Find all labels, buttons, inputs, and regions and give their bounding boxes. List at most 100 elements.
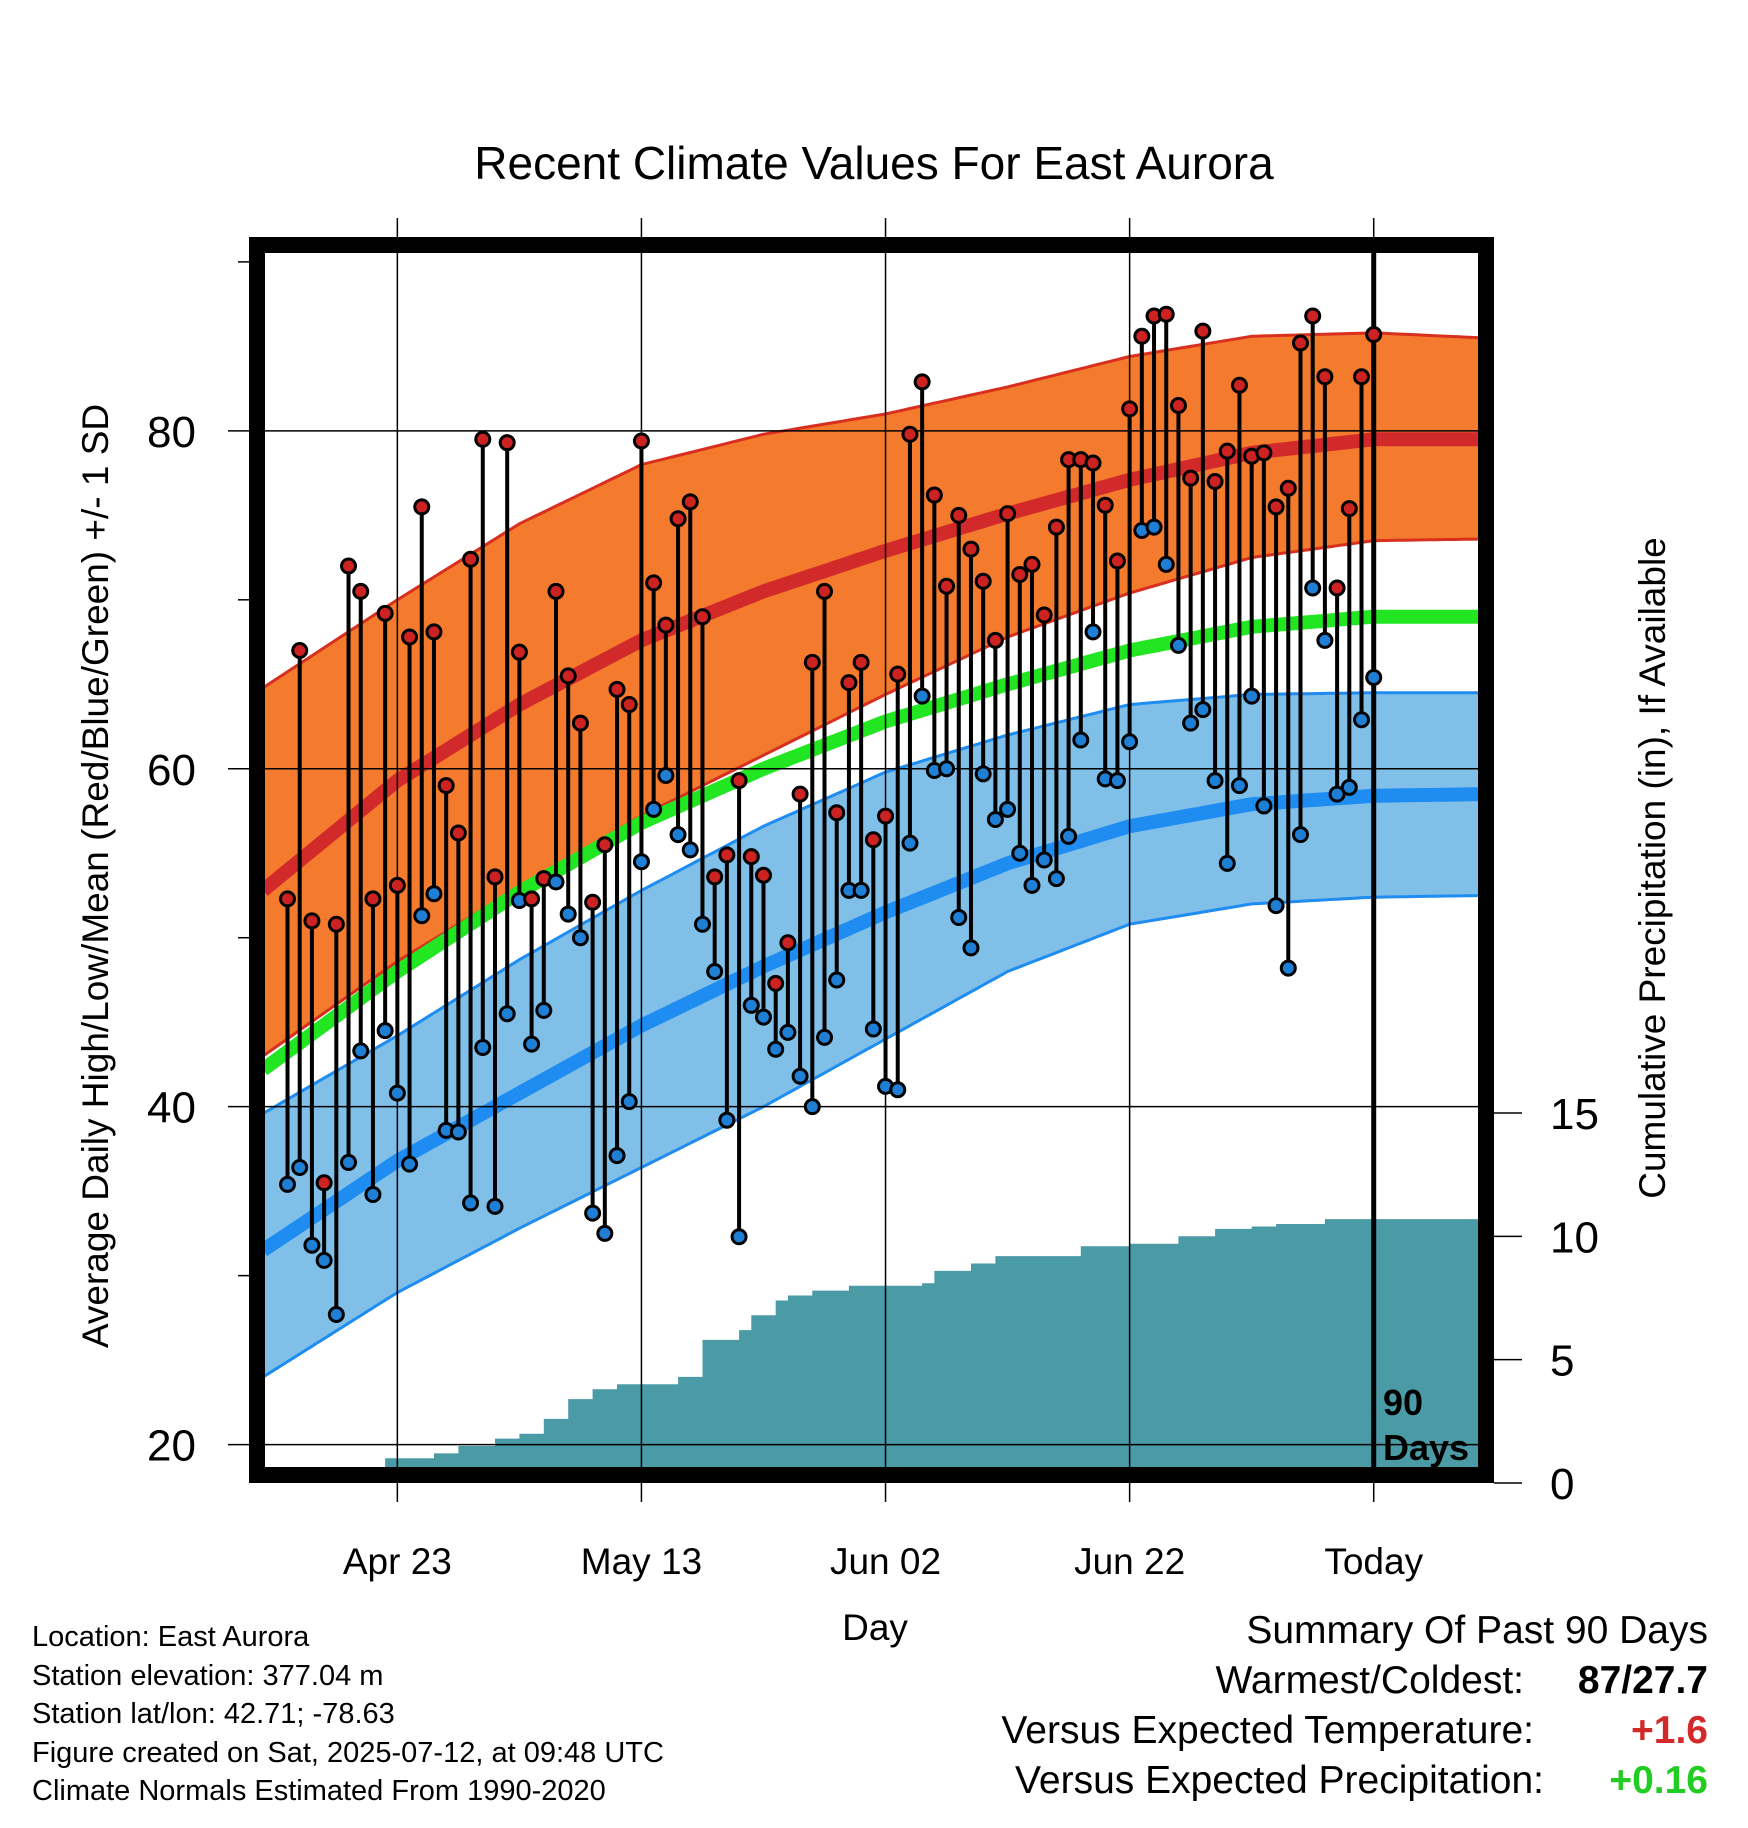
summary-warmest-row: Warmest/Coldest: 87/27.7 [1001,1656,1708,1706]
warmest-label: Warmest/Coldest: [1215,1659,1524,1702]
daily-low-point [889,1081,907,1099]
daily-high-point [559,667,577,685]
info-location: Location: East Aurora [32,1621,310,1653]
info-elevation: Station elevation: 377.04 m [32,1659,384,1692]
daily-high-point [913,373,931,391]
daily-high-point [779,934,797,952]
daily-high-point [498,434,516,452]
daily-high-point [584,893,602,911]
daily-low-point [413,907,431,925]
daily-high-point [925,486,943,504]
daily-low-point [620,1093,638,1111]
x-tick-label: Apr 23 [343,1541,452,1582]
daily-low-point [828,971,846,989]
daily-low-point [645,800,663,818]
precipitation-area [385,1219,1479,1468]
daily-high-point [510,643,528,661]
daily-low-point [852,881,870,899]
daily-high-point [974,572,992,590]
y2-tick-label: 0 [1550,1460,1574,1509]
x-tick-label: Today [1324,1541,1423,1582]
plot-border [249,237,1494,1483]
daily-high-point [364,890,382,908]
daily-low-point [462,1194,480,1212]
daily-high-point [938,577,956,595]
y2-tick-label: 15 [1550,1090,1599,1139]
daily-high-point [327,915,345,933]
daily-high-point [401,628,419,646]
summary-temp-row: Versus Expected Temperature: +1.6 [1001,1706,1708,1756]
daily-high-point [1121,400,1139,418]
precip-versus-label: Versus Expected Precipitation: [1015,1759,1544,1802]
daily-low-point [791,1067,809,1085]
daily-high-point [632,432,650,450]
daily-high-point [486,868,504,886]
daily-high-point [864,831,882,849]
daily-low-point [742,996,760,1014]
daily-low-point [816,1028,834,1046]
daily-low-point [425,885,443,903]
normal-high-sd-band [264,332,1479,1056]
daily-low-point [864,1020,882,1038]
daily-high-point [352,582,370,600]
daily-low-point [364,1186,382,1204]
daily-high-point [474,430,492,448]
daily-high-point [986,631,1004,649]
daily-high-point [1194,322,1212,340]
daily-high-point [901,425,919,443]
x-tick-label: May 13 [581,1541,702,1582]
daily-low-point [986,810,1004,828]
daily-low-point [486,1197,504,1215]
y2-tick-label: 5 [1550,1337,1574,1386]
normal-low-upper-edge [264,691,1479,1115]
daily-high-point [596,836,614,854]
daily-high-point [388,876,406,894]
daily-low-point [1145,518,1163,536]
daily-high-point [645,574,663,592]
daily-high-point [1365,326,1383,344]
daily-high-point [1157,305,1175,323]
daily-high-point [449,824,467,842]
daily-low-point [693,915,711,933]
daily-low-point [1157,555,1175,573]
y2-tick-label: 10 [1550,1213,1599,1262]
daily-low-point [584,1204,602,1222]
daily-low-point [1304,579,1322,597]
daily-low-point [1206,772,1224,790]
daily-high-point [706,868,724,886]
daily-low-point [1243,687,1261,705]
daily-high-point [571,714,589,732]
daily-low-point [608,1147,626,1165]
daily-high-point [608,680,626,698]
daily-low-point [1194,701,1212,719]
daily-high-point [340,557,358,575]
daily-low-point [547,873,565,891]
daily-low-point [962,939,980,957]
daily-low-point [1023,876,1041,894]
daily-high-point [1084,454,1102,472]
daily-high-point [754,866,772,884]
daily-low-point [730,1228,748,1246]
daily-low-point [1316,631,1334,649]
daily-low-point [388,1084,406,1102]
daily-high-point [1230,376,1248,394]
daily-high-point [791,785,809,803]
daily-low-point [657,767,675,785]
daily-high-point [1291,334,1309,352]
daily-high-point [718,846,736,864]
daily-low-point [315,1251,333,1269]
daily-high-point [950,506,968,524]
daily-high-point [1279,479,1297,497]
daily-low-point [974,765,992,783]
temp-versus-label: Versus Expected Temperature: [1001,1709,1534,1752]
daily-low-point [535,1001,553,1019]
daily-high-point [669,510,687,528]
daily-low-point [376,1022,394,1040]
y-axis-label-right: Cumulative Precipitation (in), If Availa… [1632,537,1673,1199]
daily-high-point [1108,552,1126,570]
daily-low-point [327,1305,345,1323]
daily-high-point [742,848,760,866]
daily-low-point [291,1159,309,1176]
daily-low-point [1072,731,1090,749]
